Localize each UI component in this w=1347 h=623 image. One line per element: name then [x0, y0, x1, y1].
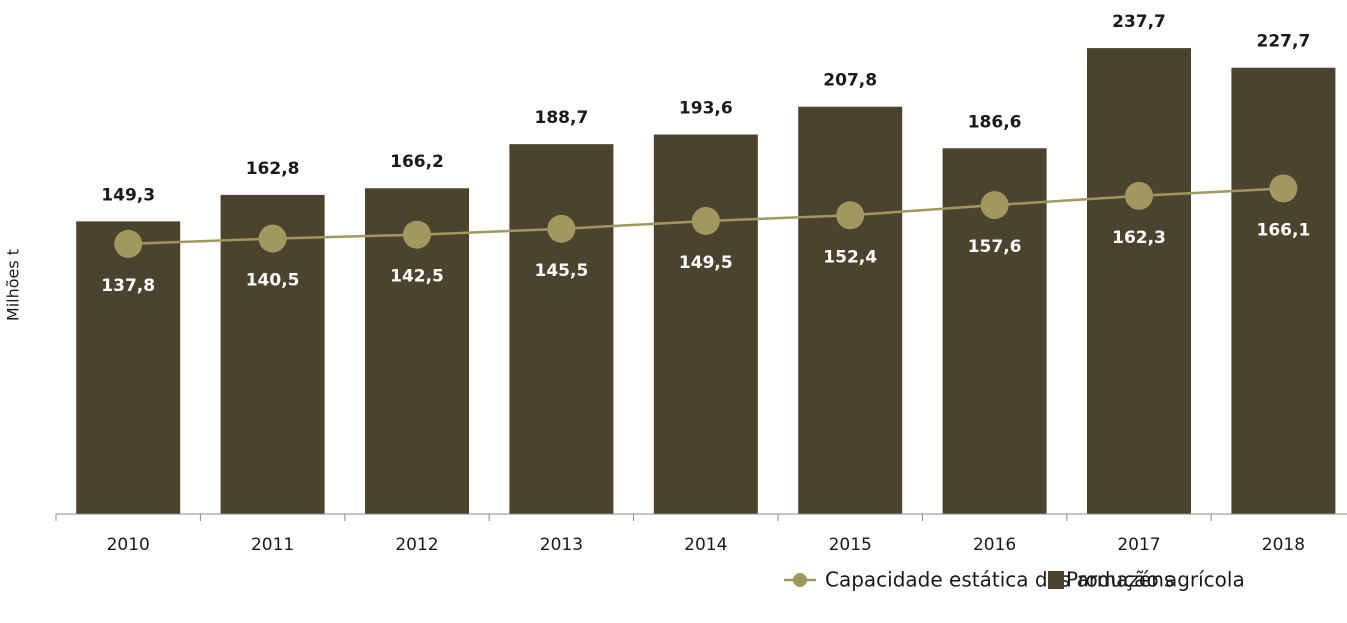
- line-marker: [1269, 174, 1298, 203]
- x-tick-label: 2010: [107, 535, 150, 555]
- bar: [1087, 48, 1191, 514]
- bar-value-label: 188,7: [535, 108, 589, 128]
- line-value-label: 157,6: [968, 237, 1022, 257]
- legend-marker: [793, 573, 807, 587]
- line-marker: [403, 220, 431, 249]
- bar-value-label: 193,6: [679, 99, 733, 119]
- legend-label: Produção agrícola: [1066, 568, 1245, 592]
- y-axis-label: Milhões t: [4, 249, 23, 321]
- x-tick-label: 2012: [395, 535, 438, 555]
- legend-label: Capacidade estática dos armazéns: [825, 568, 1174, 592]
- bar-value-label: 149,3: [101, 185, 155, 205]
- line-value-label: 162,3: [1112, 228, 1166, 248]
- line-value-label: 145,5: [535, 261, 589, 281]
- line-value-label: 140,5: [246, 271, 300, 291]
- line-marker: [547, 214, 576, 243]
- bar-value-label: 166,2: [390, 152, 444, 172]
- x-tick-label: 2014: [684, 535, 727, 555]
- line-value-label: 142,5: [390, 267, 444, 287]
- bar-value-label: 207,8: [823, 71, 877, 91]
- x-tick-label: 2013: [540, 535, 583, 555]
- line-marker: [691, 206, 720, 235]
- line-value-label: 152,4: [823, 247, 877, 267]
- line-marker: [980, 191, 1009, 220]
- line-value-label: 149,5: [679, 253, 733, 273]
- line-marker: [114, 229, 143, 258]
- legend-swatch: [1048, 571, 1064, 589]
- bar: [1231, 67, 1336, 514]
- line-marker: [1125, 181, 1153, 210]
- bar: [798, 106, 903, 514]
- x-tick-label: 2017: [1117, 535, 1160, 555]
- line-marker: [258, 224, 287, 253]
- line-value-label: 137,8: [101, 276, 155, 296]
- bar: [76, 221, 181, 514]
- bar-value-label: 186,6: [968, 112, 1022, 132]
- x-tick-label: 2016: [973, 535, 1016, 555]
- bar-value-label: 227,7: [1257, 32, 1311, 52]
- line-value-label: 166,1: [1257, 220, 1311, 240]
- bar-value-label: 237,7: [1112, 12, 1166, 32]
- x-tick-label: 2015: [829, 535, 872, 555]
- bar: [653, 134, 758, 514]
- bar: [509, 144, 614, 514]
- bar-value-label: 162,8: [246, 159, 300, 179]
- line-marker: [836, 201, 865, 230]
- x-tick-label: 2011: [251, 535, 294, 555]
- x-tick-label: 2018: [1262, 535, 1305, 555]
